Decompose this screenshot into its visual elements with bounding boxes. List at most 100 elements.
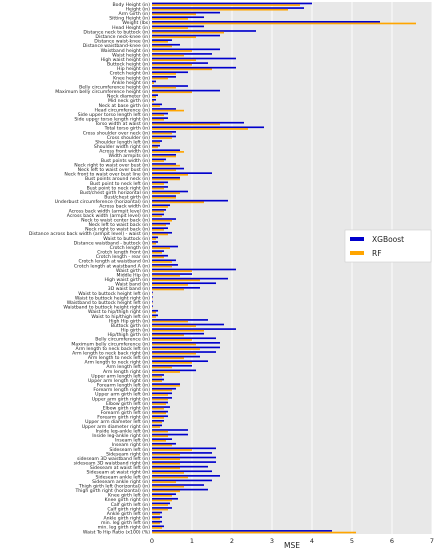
bar-xgboost (152, 277, 228, 280)
bar-xgboost (152, 259, 176, 262)
bar-rf (152, 352, 196, 355)
bar-rf (152, 146, 158, 149)
category-label: High waist girth (in) (104, 277, 150, 283)
x-tick-label: 0 (150, 537, 154, 545)
bar-xgboost (152, 48, 220, 51)
category-label: Upper arm girth left (in) (95, 392, 150, 398)
bar-xgboost (152, 241, 158, 243)
bar-rf (152, 77, 168, 80)
bar-rf (152, 219, 172, 222)
x-tick-label: 2 (230, 537, 234, 545)
bar-xgboost (152, 351, 216, 353)
bar-rf (152, 169, 176, 172)
bar-xgboost (152, 66, 236, 69)
bar-xgboost (152, 447, 216, 450)
bar-rf (152, 517, 160, 520)
bar-rf (152, 339, 192, 341)
bar-xgboost (152, 530, 332, 532)
bar-xgboost (152, 153, 176, 156)
category-label: Bust points around neck (in) (85, 176, 150, 182)
category-label: Neck left to waist back (in) (88, 222, 150, 228)
bar-rf (152, 73, 176, 75)
bar-xgboost (152, 465, 208, 468)
bar-rf (152, 485, 184, 488)
bar-rf (152, 54, 184, 57)
bar-xgboost (152, 429, 188, 431)
bar-rf (152, 238, 156, 240)
category-label: Distance neck to buttock (in) (83, 29, 150, 35)
bar-xgboost (152, 39, 172, 41)
bar-rf (152, 439, 166, 442)
bar-rf (152, 242, 156, 245)
bar-xgboost (152, 76, 176, 78)
category-label: min. leg girth right (in) (98, 525, 151, 531)
category-label: Head Height (in) (112, 25, 150, 31)
bar-rf (152, 389, 172, 392)
category-label: Crotch length (in) (110, 245, 151, 251)
category-label: Distance neck-knee (in) (95, 34, 150, 40)
bar-xgboost (152, 236, 158, 239)
category-label: Crotch length - rear (in) (96, 254, 150, 260)
bar-rf (152, 490, 180, 493)
category-label: Side upper torso length right (in) (74, 117, 150, 123)
category-label: Waist height (in) (112, 52, 150, 58)
category-label: Hip girth (in) (121, 328, 150, 334)
bar-rf (152, 499, 172, 502)
category-label: Cross shoulder over neck (in) (83, 130, 151, 136)
bar-rf (152, 224, 166, 227)
bar-rf (152, 229, 164, 231)
bar-xgboost (152, 176, 180, 179)
x-tick-labels: 0 1 2 3 4 5 6 7 (150, 537, 434, 545)
bar-rf (152, 348, 200, 350)
bar-rf (152, 371, 180, 373)
bar-rf (152, 476, 188, 479)
bar-rf (152, 495, 172, 497)
category-label: Torso width at waist (in) (94, 121, 150, 127)
x-tick-label: 1 (190, 537, 194, 545)
bar-xgboost (152, 94, 158, 97)
x-tick-label: 4 (310, 537, 314, 545)
bar-rf (152, 50, 192, 52)
bar-xgboost (152, 479, 212, 482)
bar-xgboost (152, 11, 220, 14)
category-label: Bust point to neck left (in) (90, 181, 150, 187)
bar-xgboost (152, 387, 176, 390)
bar-rf (152, 96, 156, 98)
bar-rf (152, 453, 180, 456)
bar-xgboost (152, 254, 168, 257)
bar-rf (152, 421, 162, 424)
bar-rf (152, 215, 162, 217)
bar-xgboost (152, 140, 162, 142)
bar-rf (152, 394, 168, 396)
bar-xgboost (152, 121, 244, 124)
bar-rf (152, 63, 192, 66)
bar-rf (152, 508, 168, 511)
bar-xgboost (152, 397, 172, 399)
category-label: Bust points width (in) (101, 158, 150, 164)
bar-rf (152, 132, 172, 135)
bar-rf (152, 380, 162, 383)
bar-xgboost (152, 218, 176, 220)
bar-rf (152, 504, 168, 506)
bar-rf (152, 325, 196, 327)
bar-xgboost (152, 346, 220, 349)
bar-rf (152, 141, 160, 144)
category-label: Crotch length at waistband (in) (78, 259, 150, 265)
category-label: Head circumference (in) (94, 107, 150, 113)
bar-rf (152, 481, 176, 483)
category-label: Bust/chest girth (in) (104, 195, 150, 201)
bar-rf (152, 366, 172, 369)
category-label: Waist to buttock height left (in) (78, 291, 150, 297)
x-tick-label: 5 (350, 537, 354, 545)
bar-rf (152, 334, 184, 337)
bar-xgboost (152, 314, 158, 317)
bar-rf (152, 279, 200, 282)
category-label: Arm Girth (in) (118, 11, 150, 17)
category-label: Distance waistband - buttock (in) (74, 240, 151, 246)
bar-xgboost (152, 34, 220, 37)
bar-xgboost (152, 62, 208, 64)
bar-rf (152, 407, 164, 410)
category-label: Mid neck girth (in) (108, 98, 150, 104)
bar-rf (152, 274, 180, 277)
bar-rf (152, 40, 168, 43)
